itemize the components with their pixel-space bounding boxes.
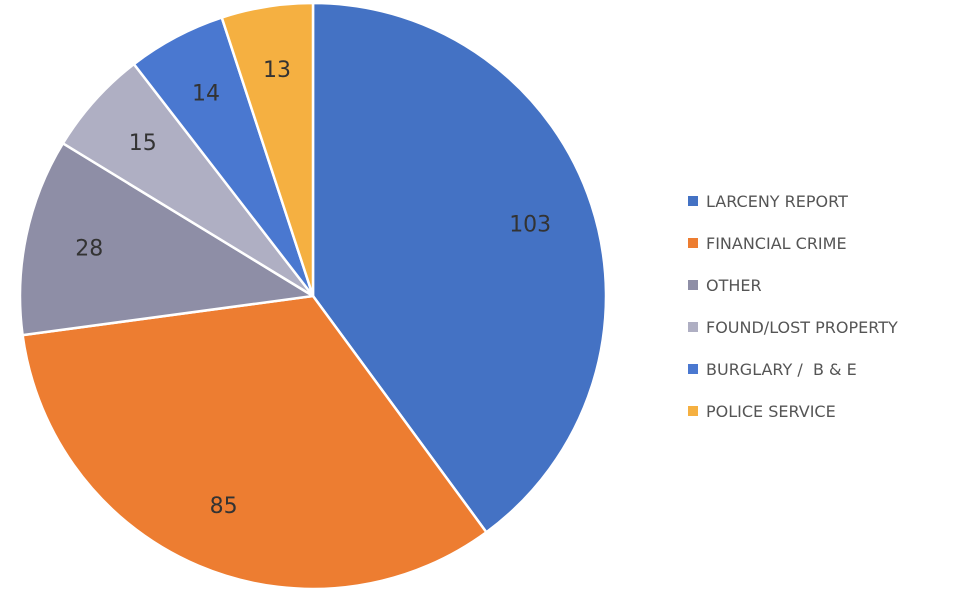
pie-slice-other [18,142,315,337]
data-label-larceny-report: 103 [509,212,551,237]
chart-legend: LARCENY REPORT FINANCIAL CRIME OTHER FOU… [688,180,950,432]
legend-swatch [688,406,698,416]
legend-label: BURGLARY / B & E [706,359,857,379]
legend-label: FINANCIAL CRIME [706,233,847,253]
data-label-found-lost-property: 15 [129,131,157,156]
legend-swatch [688,280,698,290]
legend-label: OTHER [706,275,762,295]
legend-item-larceny-report: LARCENY REPORT [688,180,950,222]
legend-swatch [688,196,698,206]
legend-item-other: OTHER [688,264,950,306]
pie-slice-police-service [220,1,315,298]
legend-item-police-service: POLICE SERVICE [688,390,950,432]
pie-slice-financial-crime [21,294,488,590]
data-label-police-service: 13 [263,58,291,83]
pie-slices [18,1,608,590]
legend-item-found-lost-property: FOUND/LOST PROPERTY [688,306,950,348]
legend-swatch [688,238,698,248]
legend-label: LARCENY REPORT [706,191,848,211]
legend-swatch [688,364,698,374]
data-label-other: 28 [75,237,103,262]
data-label-financial-crime: 85 [210,494,238,519]
pie-slice-larceny-report [311,1,608,534]
pie-data-labels: 103 85 28 15 14 13 [75,58,551,519]
legend-swatch [688,322,698,332]
data-label-burglary-b-e: 14 [192,82,220,107]
legend-label: FOUND/LOST PROPERTY [706,317,898,337]
legend-item-financial-crime: FINANCIAL CRIME [688,222,950,264]
legend-label: POLICE SERVICE [706,401,836,421]
legend-item-burglary: BURGLARY / B & E [688,348,950,390]
